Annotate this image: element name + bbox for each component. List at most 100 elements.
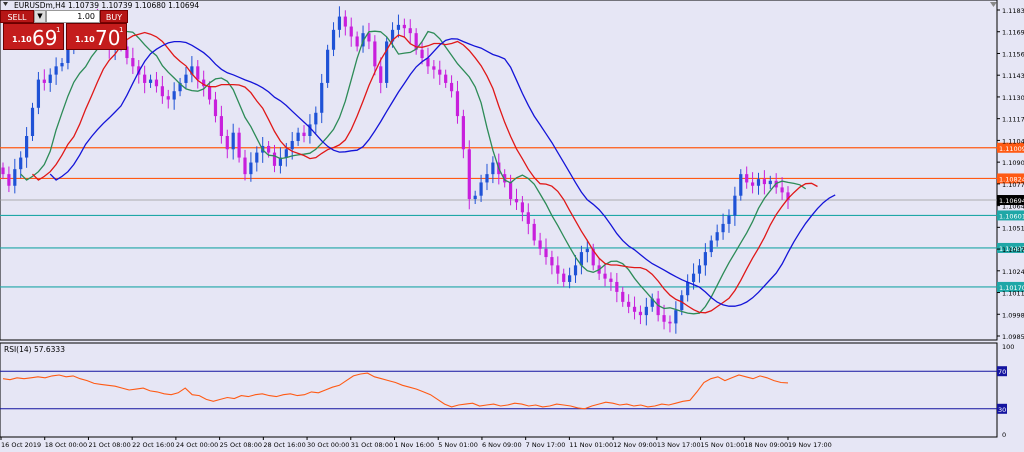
candle-body	[320, 82, 324, 113]
candle-body	[7, 174, 11, 186]
sell-button[interactable]: SELL	[0, 10, 34, 23]
candle-body	[131, 58, 135, 67]
candle-body	[786, 192, 790, 201]
candle-body	[402, 24, 406, 29]
candle-body	[60, 63, 64, 67]
time-tick-label: 16 Oct 2019	[1, 441, 41, 449]
candle-body	[544, 248, 548, 258]
time-tick-label: 25 Oct 08:00	[220, 441, 262, 449]
candle-body	[178, 82, 182, 92]
candle-body	[154, 79, 159, 87]
price-tick-label: 1.10640	[1002, 203, 1024, 211]
candle-body	[432, 66, 436, 70]
time-tick-label: 18 Oct 00:00	[45, 441, 87, 449]
level-price-label: 1.11009	[999, 145, 1024, 153]
time-tick-label: 24 Oct 00:00	[176, 441, 218, 449]
candle-body	[503, 174, 507, 183]
candle-body	[290, 140, 294, 150]
candle-body	[674, 310, 678, 324]
rsi-axis-label: 0	[1002, 431, 1006, 439]
candle-body	[568, 275, 572, 282]
candle-body	[691, 273, 696, 282]
time-tick-label: 6 Nov 09:00	[482, 441, 522, 449]
candle-body	[1, 167, 5, 175]
price-tick-label: 1.11040	[1002, 137, 1024, 145]
candle-body	[202, 79, 206, 87]
lot-down-arrow-icon[interactable]: ▼	[34, 10, 46, 23]
candle-body	[703, 252, 707, 266]
time-tick-label: 21 Oct 08:00	[88, 441, 130, 449]
candle-body	[267, 145, 271, 153]
candle-body	[532, 223, 536, 241]
candle-body	[715, 232, 719, 241]
candle-body	[680, 295, 684, 311]
candle-body	[615, 281, 619, 292]
candle-body	[390, 29, 395, 42]
price-tick-label: 1.11565	[1002, 50, 1024, 58]
candle-body	[632, 306, 637, 312]
level-price-tag	[997, 142, 1024, 153]
time-tick-label: 15 Nov 01:00	[701, 441, 745, 449]
candle-body	[656, 298, 660, 316]
candle-body	[526, 212, 530, 224]
candle-body	[143, 74, 147, 83]
candle-body	[367, 33, 371, 42]
chart-title: EURUSDm,H4 1.10739 1.10739 1.10680 1.106…	[14, 1, 199, 10]
candle-body	[739, 174, 743, 196]
candle-body	[585, 248, 589, 253]
candle-body	[621, 291, 625, 302]
time-tick-label: 18 Nov 09:00	[744, 441, 788, 449]
level-price-label: 1.10601	[999, 212, 1024, 220]
candle-body	[54, 66, 58, 75]
candle-body	[420, 49, 424, 59]
buy-button[interactable]: BUY	[100, 10, 128, 23]
current-price-label: 1.10694	[999, 197, 1024, 205]
candle-body	[514, 199, 519, 203]
candle-body	[638, 311, 643, 316]
price-tick-label: 1.10510	[1002, 224, 1024, 232]
candle-body	[538, 240, 542, 249]
sell-price-prefix: 1.10	[12, 35, 32, 44]
time-tick-label: 11 Nov 01:00	[569, 441, 613, 449]
sell-price-box[interactable]: 1.10 69 1	[3, 23, 64, 50]
candle-body	[426, 58, 430, 67]
candle-body	[255, 152, 259, 163]
moving-average-slow	[49, 38, 836, 307]
candle-body	[520, 202, 524, 213]
candle-body	[225, 136, 229, 150]
candle-body	[243, 157, 247, 175]
level-price-label: 1.10170	[999, 284, 1024, 292]
time-tick-label: 19 Nov 17:00	[788, 441, 832, 449]
candle-body	[284, 149, 288, 158]
collapse-arrow-icon[interactable]	[990, 2, 997, 7]
price-tick-label: 1.09980	[1002, 311, 1024, 319]
candle-body	[491, 162, 495, 175]
buy-price-box[interactable]: 1.10 70 1	[66, 23, 127, 50]
price-tick-label: 1.11695	[1002, 29, 1024, 37]
chart-menu-arrow-icon[interactable]	[3, 2, 8, 6]
candle-body	[709, 240, 713, 253]
candle-body	[627, 301, 631, 307]
candle-body	[172, 91, 176, 100]
price-tick-label: 1.10245	[1002, 268, 1024, 276]
candle-body	[750, 182, 755, 186]
level-price-tag	[997, 242, 1024, 253]
candle-body	[756, 179, 761, 186]
candle-body	[272, 152, 277, 166]
candle-body	[249, 162, 253, 175]
candle-body	[337, 16, 342, 30]
lot-size-input[interactable]: 1.00	[46, 10, 100, 23]
one-click-trading-panel: SELL ▼ 1.00 BUY 1.10 69 1 1.10 70 1	[0, 10, 128, 50]
candle-body	[343, 16, 347, 27]
candle-body	[373, 41, 377, 67]
current-price-tag	[997, 195, 1024, 206]
level-price-tag	[997, 173, 1024, 184]
rsi-line	[2, 372, 789, 410]
rsi-level-tag	[997, 366, 1007, 377]
candle-body	[349, 26, 353, 37]
candle-body	[207, 86, 212, 100]
candle-body	[579, 252, 584, 266]
